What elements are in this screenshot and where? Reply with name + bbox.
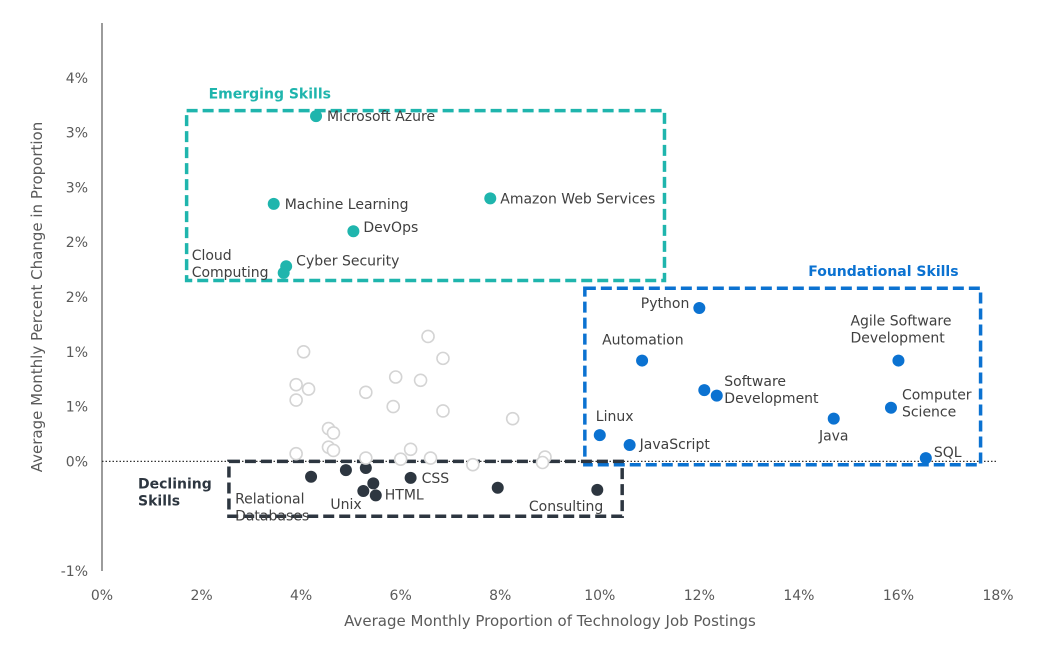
declining-point <box>339 464 352 477</box>
point-label: SQL <box>934 445 962 461</box>
point-label: Java <box>818 429 849 445</box>
other-point <box>436 404 450 418</box>
x-tick-label: 12% <box>684 588 715 604</box>
x-tick-label: 18% <box>982 588 1013 604</box>
x-tick-label: 8% <box>489 588 511 604</box>
other-point <box>505 411 520 426</box>
other-point <box>359 451 373 465</box>
other-point <box>326 426 341 440</box>
other-point <box>289 446 303 461</box>
other-point <box>359 385 373 400</box>
y-tick-label: 2% <box>66 290 88 306</box>
group-boxes-layer: Emerging Skills Foundational Skills Declin… <box>138 87 983 518</box>
emerging-point <box>310 110 323 123</box>
x-tick-label: 4% <box>290 588 312 604</box>
foundational-point <box>884 401 897 414</box>
foundational-point <box>892 354 905 367</box>
declining-point <box>305 470 318 483</box>
declining-point <box>367 477 380 490</box>
point-label: Cloud Computing <box>192 248 269 281</box>
foundational-point <box>698 384 711 397</box>
y-axis-title: Average Monthly Percent Change in Propor… <box>28 122 46 472</box>
other-point <box>326 443 341 458</box>
foundational-point <box>693 301 706 314</box>
y-tick-label: 3% <box>66 180 88 196</box>
labels-layer: Microsoft Azure Machine Learning Amazon We… <box>192 109 972 525</box>
y-tick-label: -1% <box>61 564 88 580</box>
other-point <box>466 457 480 472</box>
emerging-point <box>347 225 360 238</box>
point-label: HTML <box>385 487 424 503</box>
point-label: Automation <box>602 333 684 349</box>
x-tick-label: 0% <box>91 588 113 604</box>
x-tick-label: 6% <box>390 588 412 604</box>
foundational-skills-title: Foundational Skills <box>808 264 958 280</box>
foundational-point <box>827 412 840 425</box>
other-point <box>296 344 311 359</box>
point-label: Unix <box>330 497 361 513</box>
declining-point <box>404 471 417 484</box>
y-tick-label: 0% <box>66 454 88 470</box>
emerging-point <box>277 266 290 279</box>
foundational-point <box>710 389 723 402</box>
point-label: Cyber Security <box>296 253 399 269</box>
x-tick-label: 14% <box>783 588 814 604</box>
other-point <box>301 382 316 396</box>
other-point <box>388 370 403 384</box>
other-point <box>421 329 435 344</box>
point-label: DevOps <box>363 220 418 236</box>
point-label: Agile Software Development <box>850 314 951 347</box>
other-point <box>535 455 550 470</box>
y-tick-label: 1% <box>66 400 88 416</box>
axes-layer: -1%0%1%1%2%2%3%3%4%0% 2% 4% 6% 8% 10% 12% 14% 16… <box>28 23 1014 630</box>
points-layer <box>267 110 932 502</box>
declining-point <box>357 484 370 497</box>
point-label: Software Development <box>724 374 819 407</box>
other-point <box>393 452 408 467</box>
x-tick-label: 2% <box>190 588 212 604</box>
declining-point <box>369 489 382 502</box>
other-point <box>413 373 428 388</box>
point-label: Linux <box>596 409 634 425</box>
emerging-group-box <box>184 108 667 283</box>
y-tick-label: 2% <box>66 235 88 251</box>
foundational-group-box <box>583 286 983 467</box>
x-tick-label: 10% <box>584 588 615 604</box>
point-label: JavaScript <box>639 437 711 453</box>
foundational-point <box>593 429 606 442</box>
y-tick-label: 3% <box>66 126 88 142</box>
x-tick-label: 16% <box>883 588 914 604</box>
point-label: Machine Learning <box>285 197 409 213</box>
foundational-point <box>919 452 932 465</box>
declining-skills-title: Declining Skills <box>138 476 212 509</box>
other-point <box>423 451 438 465</box>
other-point <box>289 393 303 407</box>
y-tick-label: 1% <box>66 345 88 361</box>
point-label: Python <box>641 296 690 312</box>
foundational-point <box>623 438 636 451</box>
point-label: Consulting <box>529 499 603 515</box>
other-point <box>436 351 450 366</box>
x-axis-title: Average Monthly Proportion of Technology… <box>344 612 756 630</box>
emerging-point <box>484 192 497 205</box>
other-point <box>386 399 401 414</box>
point-label: Relational Databases <box>235 492 309 525</box>
point-label: Microsoft Azure <box>327 109 435 125</box>
point-label: Amazon Web Services <box>500 191 655 207</box>
other-point <box>289 377 303 392</box>
y-tick-label: 4% <box>66 71 88 87</box>
point-label: CSS <box>422 471 450 487</box>
point-label: Computer Science <box>902 388 972 421</box>
declining-point <box>591 483 604 496</box>
declining-point <box>359 461 372 474</box>
other-point <box>403 442 418 457</box>
emerging-point <box>267 197 280 210</box>
foundational-point <box>636 354 649 367</box>
emerging-skills-title: Emerging Skills <box>209 87 331 103</box>
declining-point <box>491 481 504 494</box>
